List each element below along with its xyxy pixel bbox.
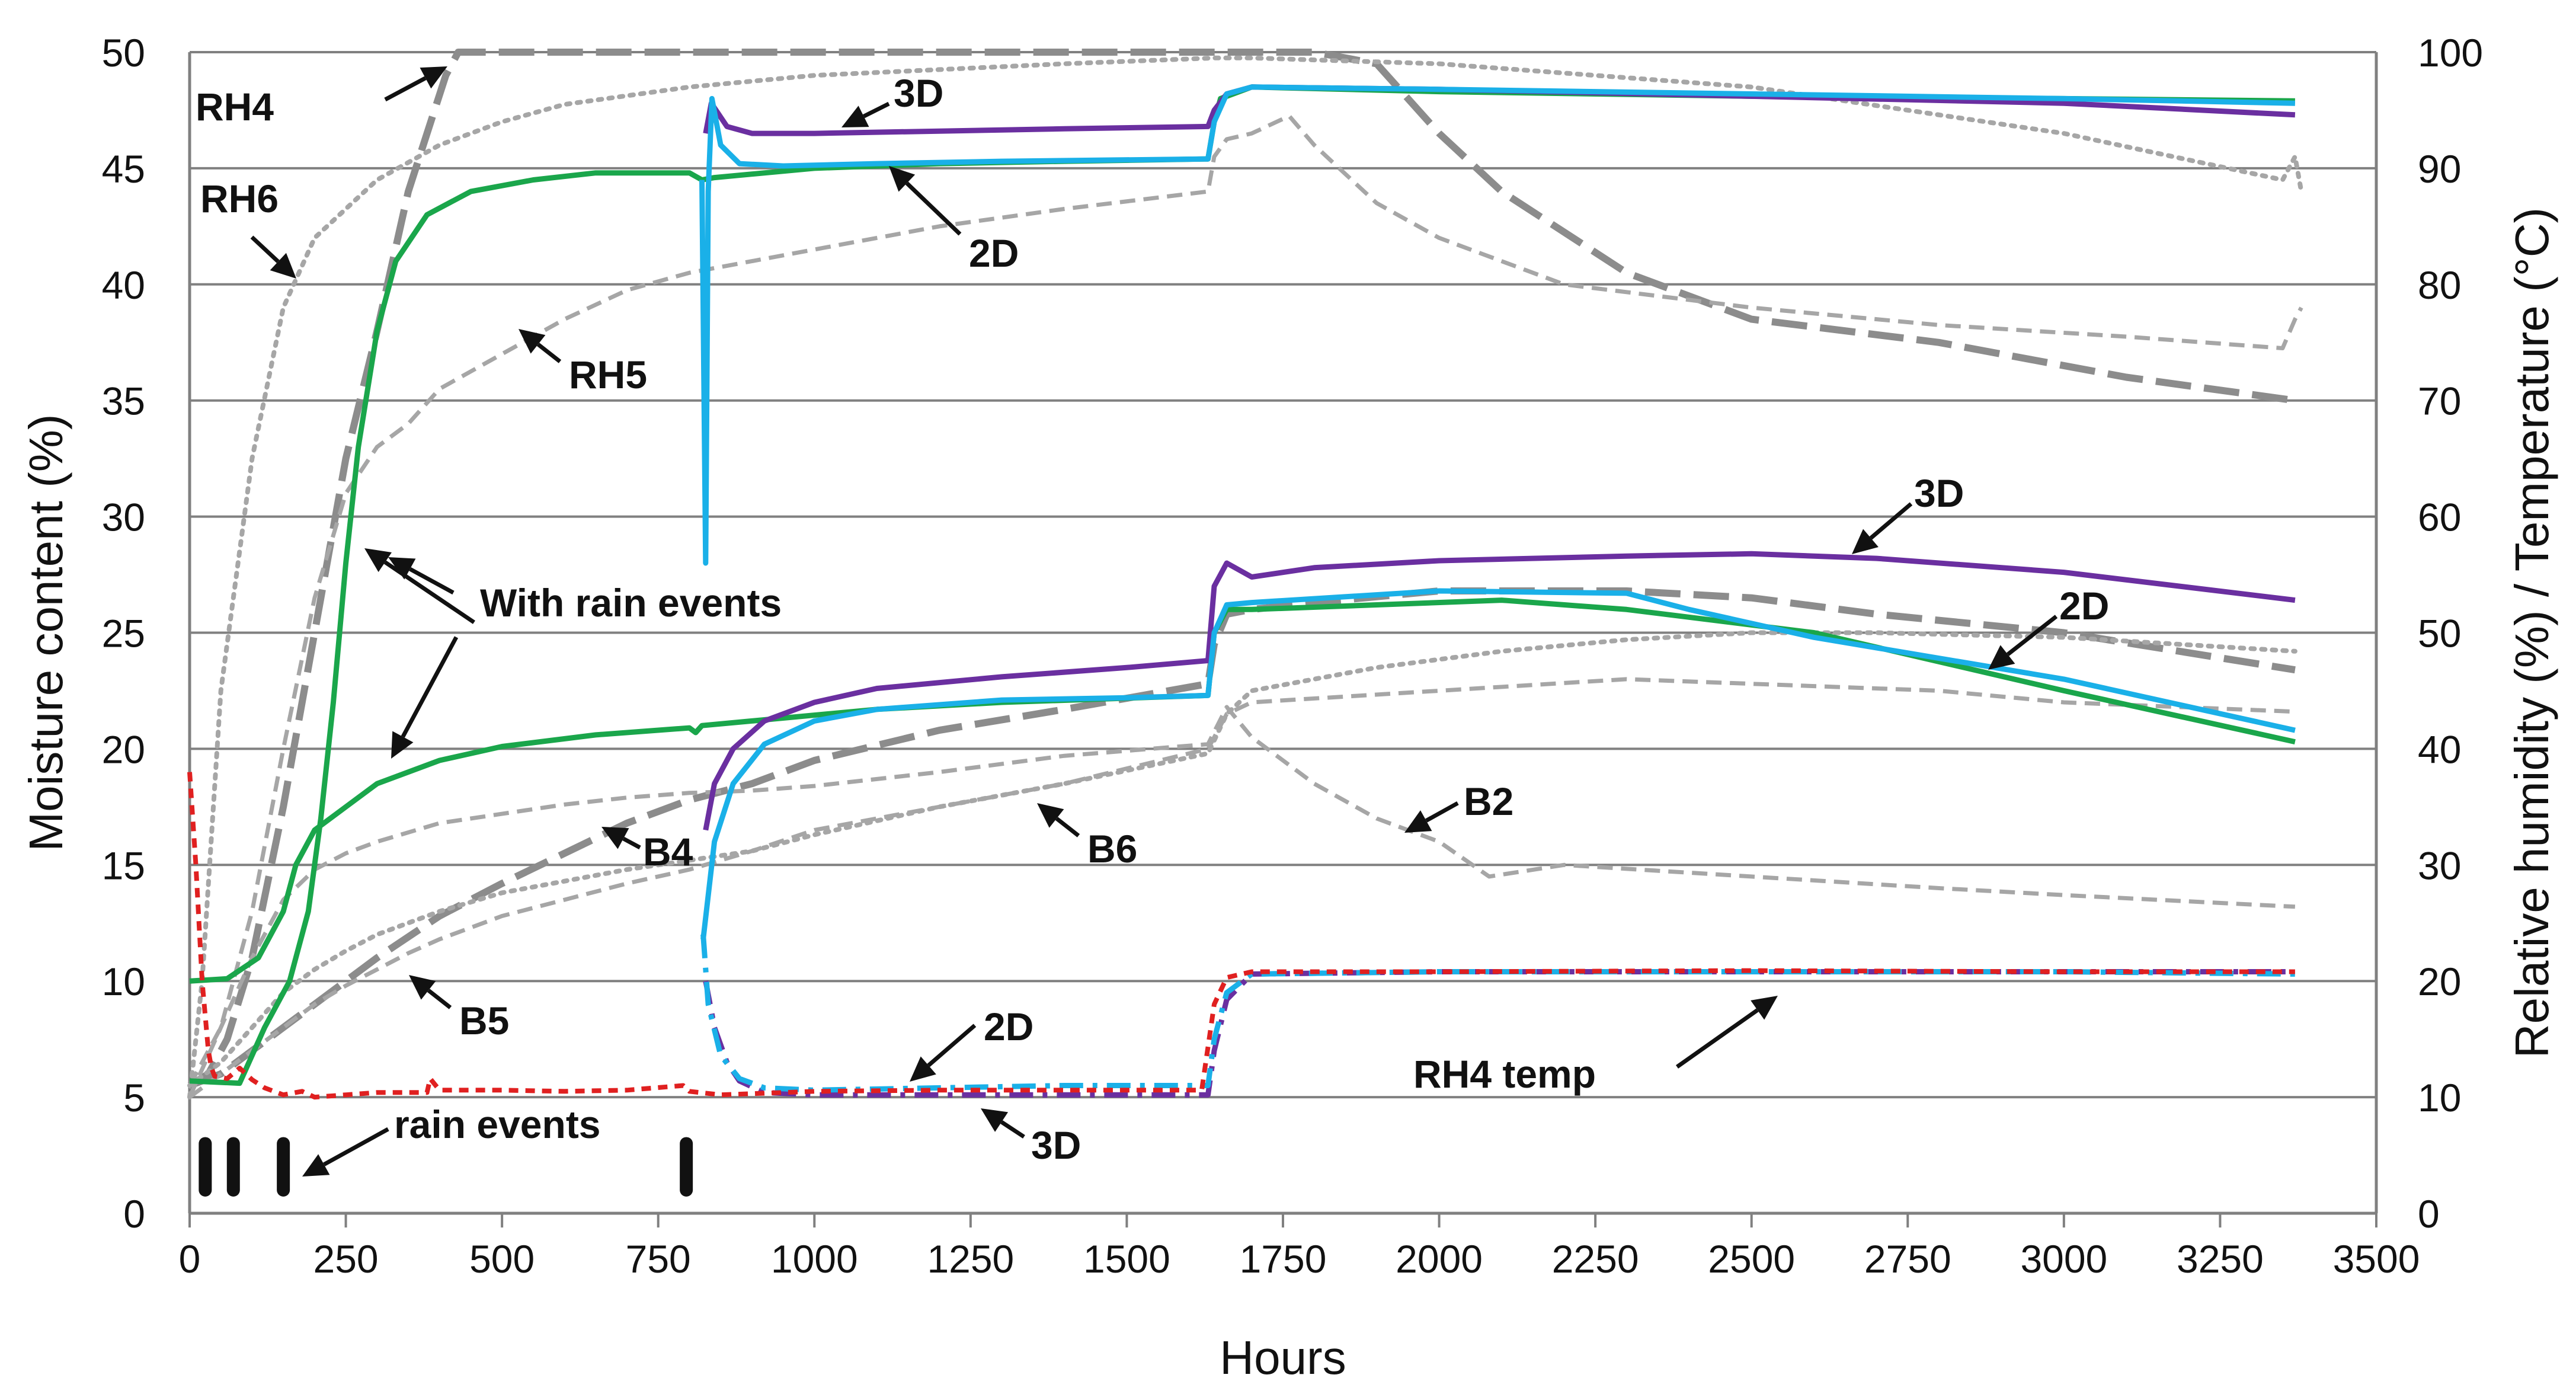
x-tick-label: 1250 [927, 1237, 1014, 1281]
annotation-rh4: RH4 [196, 85, 274, 129]
series-line-2d-upper [699, 84, 2295, 566]
annotation-rh5: RH5 [569, 353, 647, 397]
x-axis-title: Hours [1220, 1331, 1346, 1384]
annotation-b6: B6 [1087, 827, 1137, 871]
series-line-with-rain-events-lower [189, 597, 2296, 984]
y2-tick-label: 10 [2418, 1076, 2461, 1120]
annotation-2d-arrow [1988, 615, 2058, 670]
annotation-rh4-temp-arrow [1675, 996, 1778, 1069]
x-tick-label: 3000 [2020, 1237, 2107, 1281]
y2-tick-label: 90 [2418, 147, 2461, 191]
annotation-2d: 2D [2059, 584, 2109, 628]
axis-layer [188, 52, 2378, 1227]
x-tick-label: 2750 [1864, 1237, 1951, 1281]
annotation-b4-arrow [601, 827, 641, 850]
series-line-b2 [187, 705, 2296, 1098]
annotation-b4: B4 [643, 830, 693, 874]
x-tick-label: 3250 [2177, 1237, 2264, 1281]
y-tick-label: 15 [102, 843, 145, 887]
x-tick-label: 2000 [1396, 1237, 1483, 1281]
annotation-rain-events: rain events [394, 1102, 601, 1146]
y-tick-label: 40 [102, 263, 145, 307]
x-tick-label: 0 [179, 1237, 201, 1281]
x-tick-label: 250 [313, 1237, 379, 1281]
annotation-with-rain-events: With rain events [480, 581, 782, 625]
y2-tick-label: 40 [2418, 727, 2461, 771]
y-tick-label: 5 [123, 1076, 145, 1120]
y-tick-label: 10 [102, 960, 145, 1003]
series-line-b5 [188, 677, 2296, 1099]
annotation-3d-arrow [981, 1108, 1025, 1139]
series-line-rh5 [187, 114, 2303, 1087]
x-tick-label: 1000 [771, 1237, 858, 1281]
series-line-rh6 [187, 55, 2304, 1100]
y2-tick-label: 100 [2418, 31, 2483, 75]
annotation-b6-arrow [1037, 803, 1080, 837]
annotation-b5-arrow [409, 975, 452, 1009]
y2-axis-title: Relative humidity (%) / Temperature (°C) [2505, 207, 2558, 1058]
annotation-rh6-arrow [250, 235, 296, 279]
y-tick-label: 50 [102, 31, 145, 75]
annotation-with-rain-events-arrow [364, 548, 475, 624]
x-tick-label: 2500 [1708, 1237, 1795, 1281]
series-line-b6 [187, 630, 2297, 1088]
y2-tick-label: 80 [2418, 263, 2461, 307]
x-tick-label: 3500 [2333, 1237, 2420, 1281]
annotation-b5: B5 [459, 999, 509, 1043]
annotation-b2: B2 [1464, 779, 1513, 823]
annotation-rh5-arrow [519, 329, 562, 363]
annotation-3d-arrow [1852, 502, 1913, 554]
annotation-rh6: RH6 [200, 177, 279, 220]
y-tick-label: 0 [123, 1192, 145, 1236]
annotation-3d: 3D [894, 71, 943, 115]
annotation-2d-arrow [910, 1024, 977, 1082]
y-tick-label: 20 [102, 727, 145, 771]
annotation-b2-arrow [1404, 801, 1459, 833]
y2-tick-label: 0 [2418, 1192, 2440, 1236]
y2-tick-label: 30 [2418, 843, 2461, 887]
series-layer [187, 49, 2304, 1100]
y2-tick-label: 20 [2418, 960, 2461, 1003]
label-layer: 0 250 500 750 1000 1250 1500 1750 2000 2250 2500 27… [20, 31, 2558, 1384]
annotation-with-rain-events-arrow-upper [388, 557, 455, 595]
annotation-3d: 3D [1031, 1123, 1081, 1167]
y-tick-label: 30 [102, 495, 145, 539]
x-tick-label: 1750 [1240, 1237, 1327, 1281]
series-line-rh4 [187, 49, 2296, 1089]
annotation-3d-arrow [841, 101, 890, 127]
annotation-3d: 3D [1914, 471, 1964, 515]
y2-tick-label: 60 [2418, 495, 2461, 539]
series-line-2d-middle [700, 588, 2296, 940]
x-tick-label: 500 [469, 1237, 535, 1281]
x-tick-label: 1500 [1083, 1237, 1170, 1281]
rain-layer [199, 1137, 693, 1197]
annotation-rain-events-arrow [302, 1127, 389, 1177]
y2-tick-label: 50 [2418, 612, 2461, 656]
annotation-2d-arrow [889, 166, 962, 236]
y2-tick-label: 70 [2418, 379, 2461, 423]
series-line-rh4-temp [187, 772, 2295, 1100]
annotation-layer: RH4 RH6 RH5 3D 2D With rain events 3D 2D B4 B6 B2 B… [196, 66, 2109, 1177]
series-line-3d-middle [703, 551, 2296, 831]
y-tick-label: 45 [102, 147, 145, 191]
x-tick-label: 2250 [1552, 1237, 1639, 1281]
y-tick-label: 25 [102, 612, 145, 656]
annotation-rh4-temp: RH4 temp [1413, 1052, 1596, 1096]
annotation-with-rain-events-arrow-lower [391, 636, 459, 759]
annotation-2d: 2D [969, 231, 1019, 275]
x-tick-label: 750 [626, 1237, 691, 1281]
y-tick-label: 35 [102, 379, 145, 423]
annotation-2d: 2D [984, 1005, 1033, 1048]
annotation-rh4-arrow [384, 66, 447, 102]
y-axis-title: Moisture content (%) [20, 414, 72, 851]
